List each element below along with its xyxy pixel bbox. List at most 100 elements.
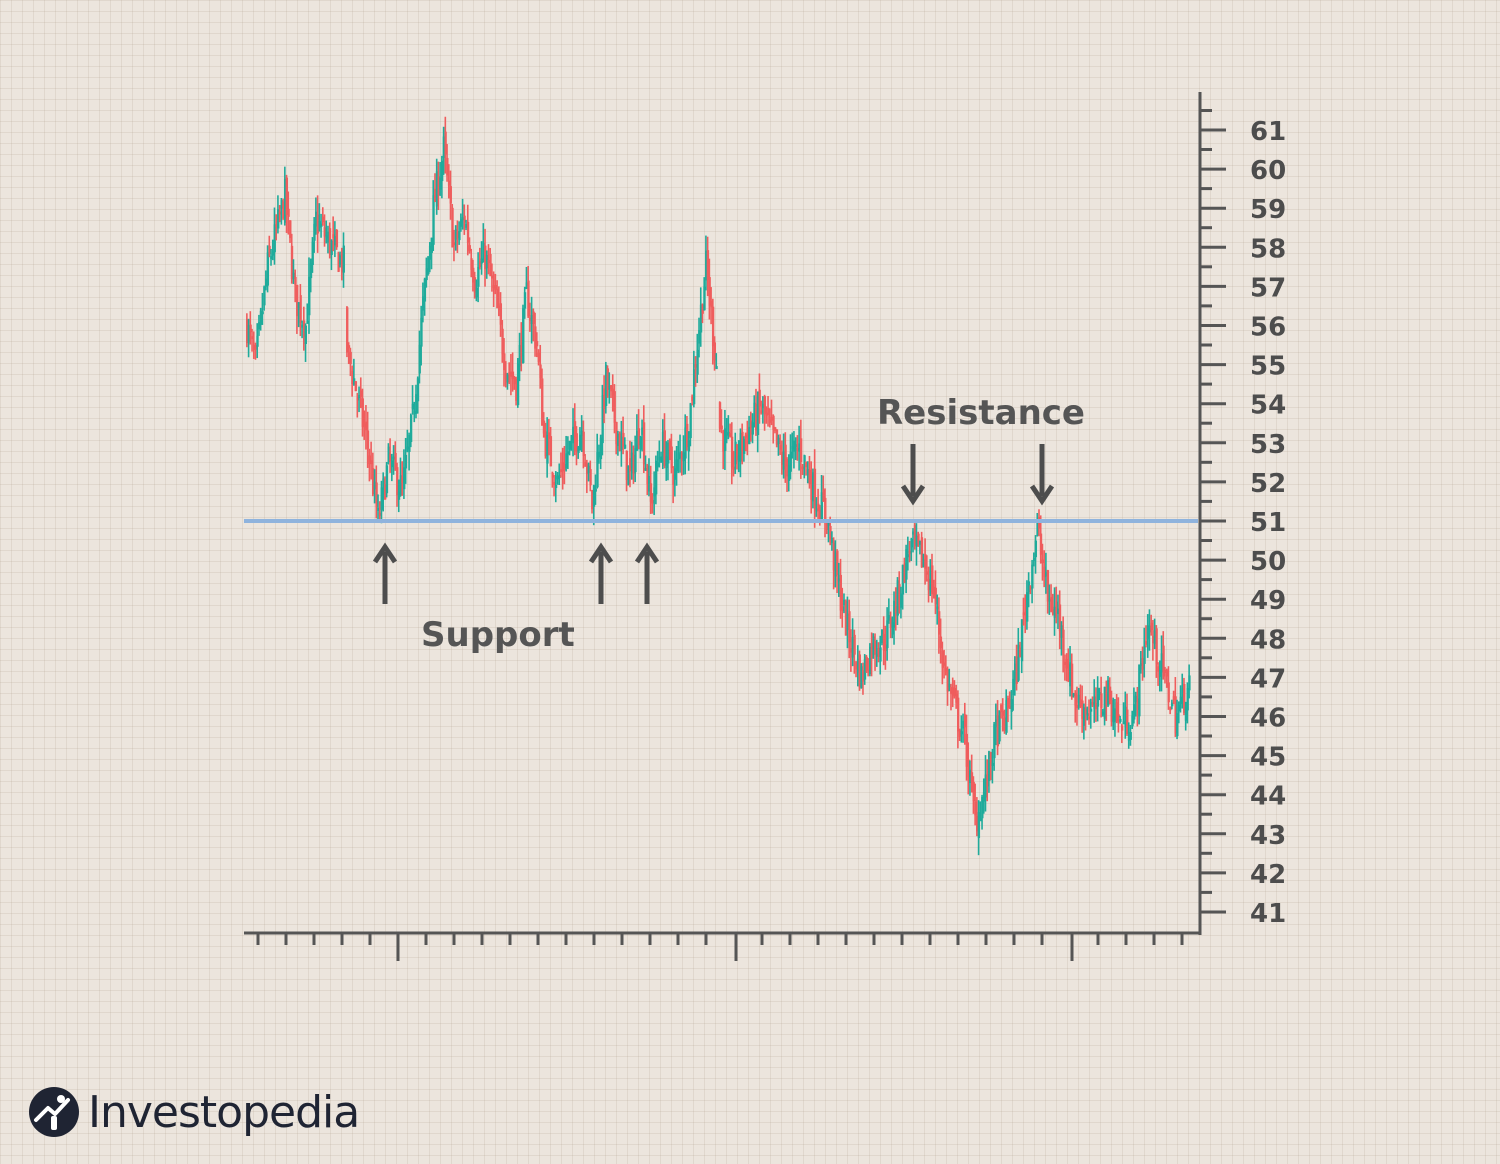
candle-body [622,432,625,447]
candle-body [744,434,748,438]
candle-body [855,662,858,670]
candle-body [661,432,665,453]
candle-body [703,286,706,311]
candle-body [308,276,311,316]
candle-body [1070,663,1074,698]
candle-body [1055,601,1058,613]
candle-body [444,131,447,155]
y-tick-label: 50 [1250,547,1286,577]
candle-body [1026,592,1029,622]
candle-body [321,216,325,223]
candle-body [1107,680,1110,706]
y-tick-label: 51 [1250,508,1286,538]
candle-body [722,430,725,452]
candle-body [478,261,482,268]
candle-body [475,287,478,298]
candle-body [473,277,477,293]
candle-body [261,311,264,315]
candle-body [1165,670,1169,677]
candle-body [415,394,418,414]
candle-body [684,427,687,459]
candle-body [741,431,744,452]
candle-body [749,420,753,428]
candle-body [984,774,987,798]
candle-body [1074,692,1077,706]
candle-body [375,482,378,508]
candle-body [646,465,649,485]
candle-body [1129,732,1132,740]
candle-body [875,653,879,657]
candle-body [594,488,597,492]
candle-body [1133,704,1136,720]
candle-body [263,286,266,306]
candle-body [418,344,421,374]
candle-body [258,322,261,330]
candle-body [330,240,333,255]
resistance-label: Resistance [877,393,1085,433]
candle-body [763,396,767,415]
candle-body [820,492,824,520]
candle-body [358,395,361,399]
candle-body [970,772,974,783]
candle-body [304,325,308,344]
candle-body [503,353,506,371]
candle-body [982,792,986,802]
candle-body [886,620,889,649]
candle-body [394,452,397,469]
candle-body [1008,705,1012,709]
candle-body [882,633,886,651]
candle-body [743,438,746,454]
candle-body [641,427,644,435]
candle-body [566,451,570,455]
candle-body [351,370,354,385]
y-tick-label: 58 [1250,234,1286,264]
candle-body [459,219,463,227]
candle-body [349,351,352,365]
candle-body [1019,647,1022,658]
candle-body [259,310,263,325]
candle-body [649,483,653,502]
candle-body [278,211,282,215]
candle-body [615,421,618,445]
candle-body [919,540,922,545]
candle-body [843,599,846,606]
candle-body [1188,675,1191,691]
y-tick-label: 53 [1250,430,1286,460]
candle-body [1039,533,1043,555]
candle-body [822,489,825,502]
candle-body [568,440,572,450]
candle-body [458,231,461,241]
candle-body [1060,625,1063,638]
candle-body [1100,693,1103,708]
candle-body [346,307,349,353]
candle-body [656,462,660,467]
y-tick-label: 56 [1250,313,1286,343]
candle-body [1177,704,1181,712]
candle-body [673,468,677,480]
candle-body [951,687,955,695]
candle-body [491,275,494,279]
candle-body [727,431,730,437]
candle-body [806,468,810,475]
candle-body [694,364,698,368]
candle-body [451,207,454,248]
candle-body [793,440,796,452]
candle-body [247,325,251,343]
candle-body [389,454,392,462]
candle-body [915,535,918,547]
candle-body [252,344,256,350]
candle-body [446,157,449,176]
candle-body [339,255,342,265]
candle-body [347,345,351,349]
candle-body [762,403,765,409]
candle-body [903,563,906,583]
candle-body [340,252,344,272]
candle-body [784,444,787,467]
y-tick-label: 42 [1250,860,1286,890]
candle-body [606,368,610,390]
price-chart: 61 60 59 58 57 56 55 54 53 52 51 50 49 48 47 46 45 44 43 42… [244,92,1286,961]
candle-body [953,687,956,697]
candle-body [1110,699,1113,722]
candle-body [1088,716,1091,720]
y-tick-label: 46 [1250,704,1286,734]
